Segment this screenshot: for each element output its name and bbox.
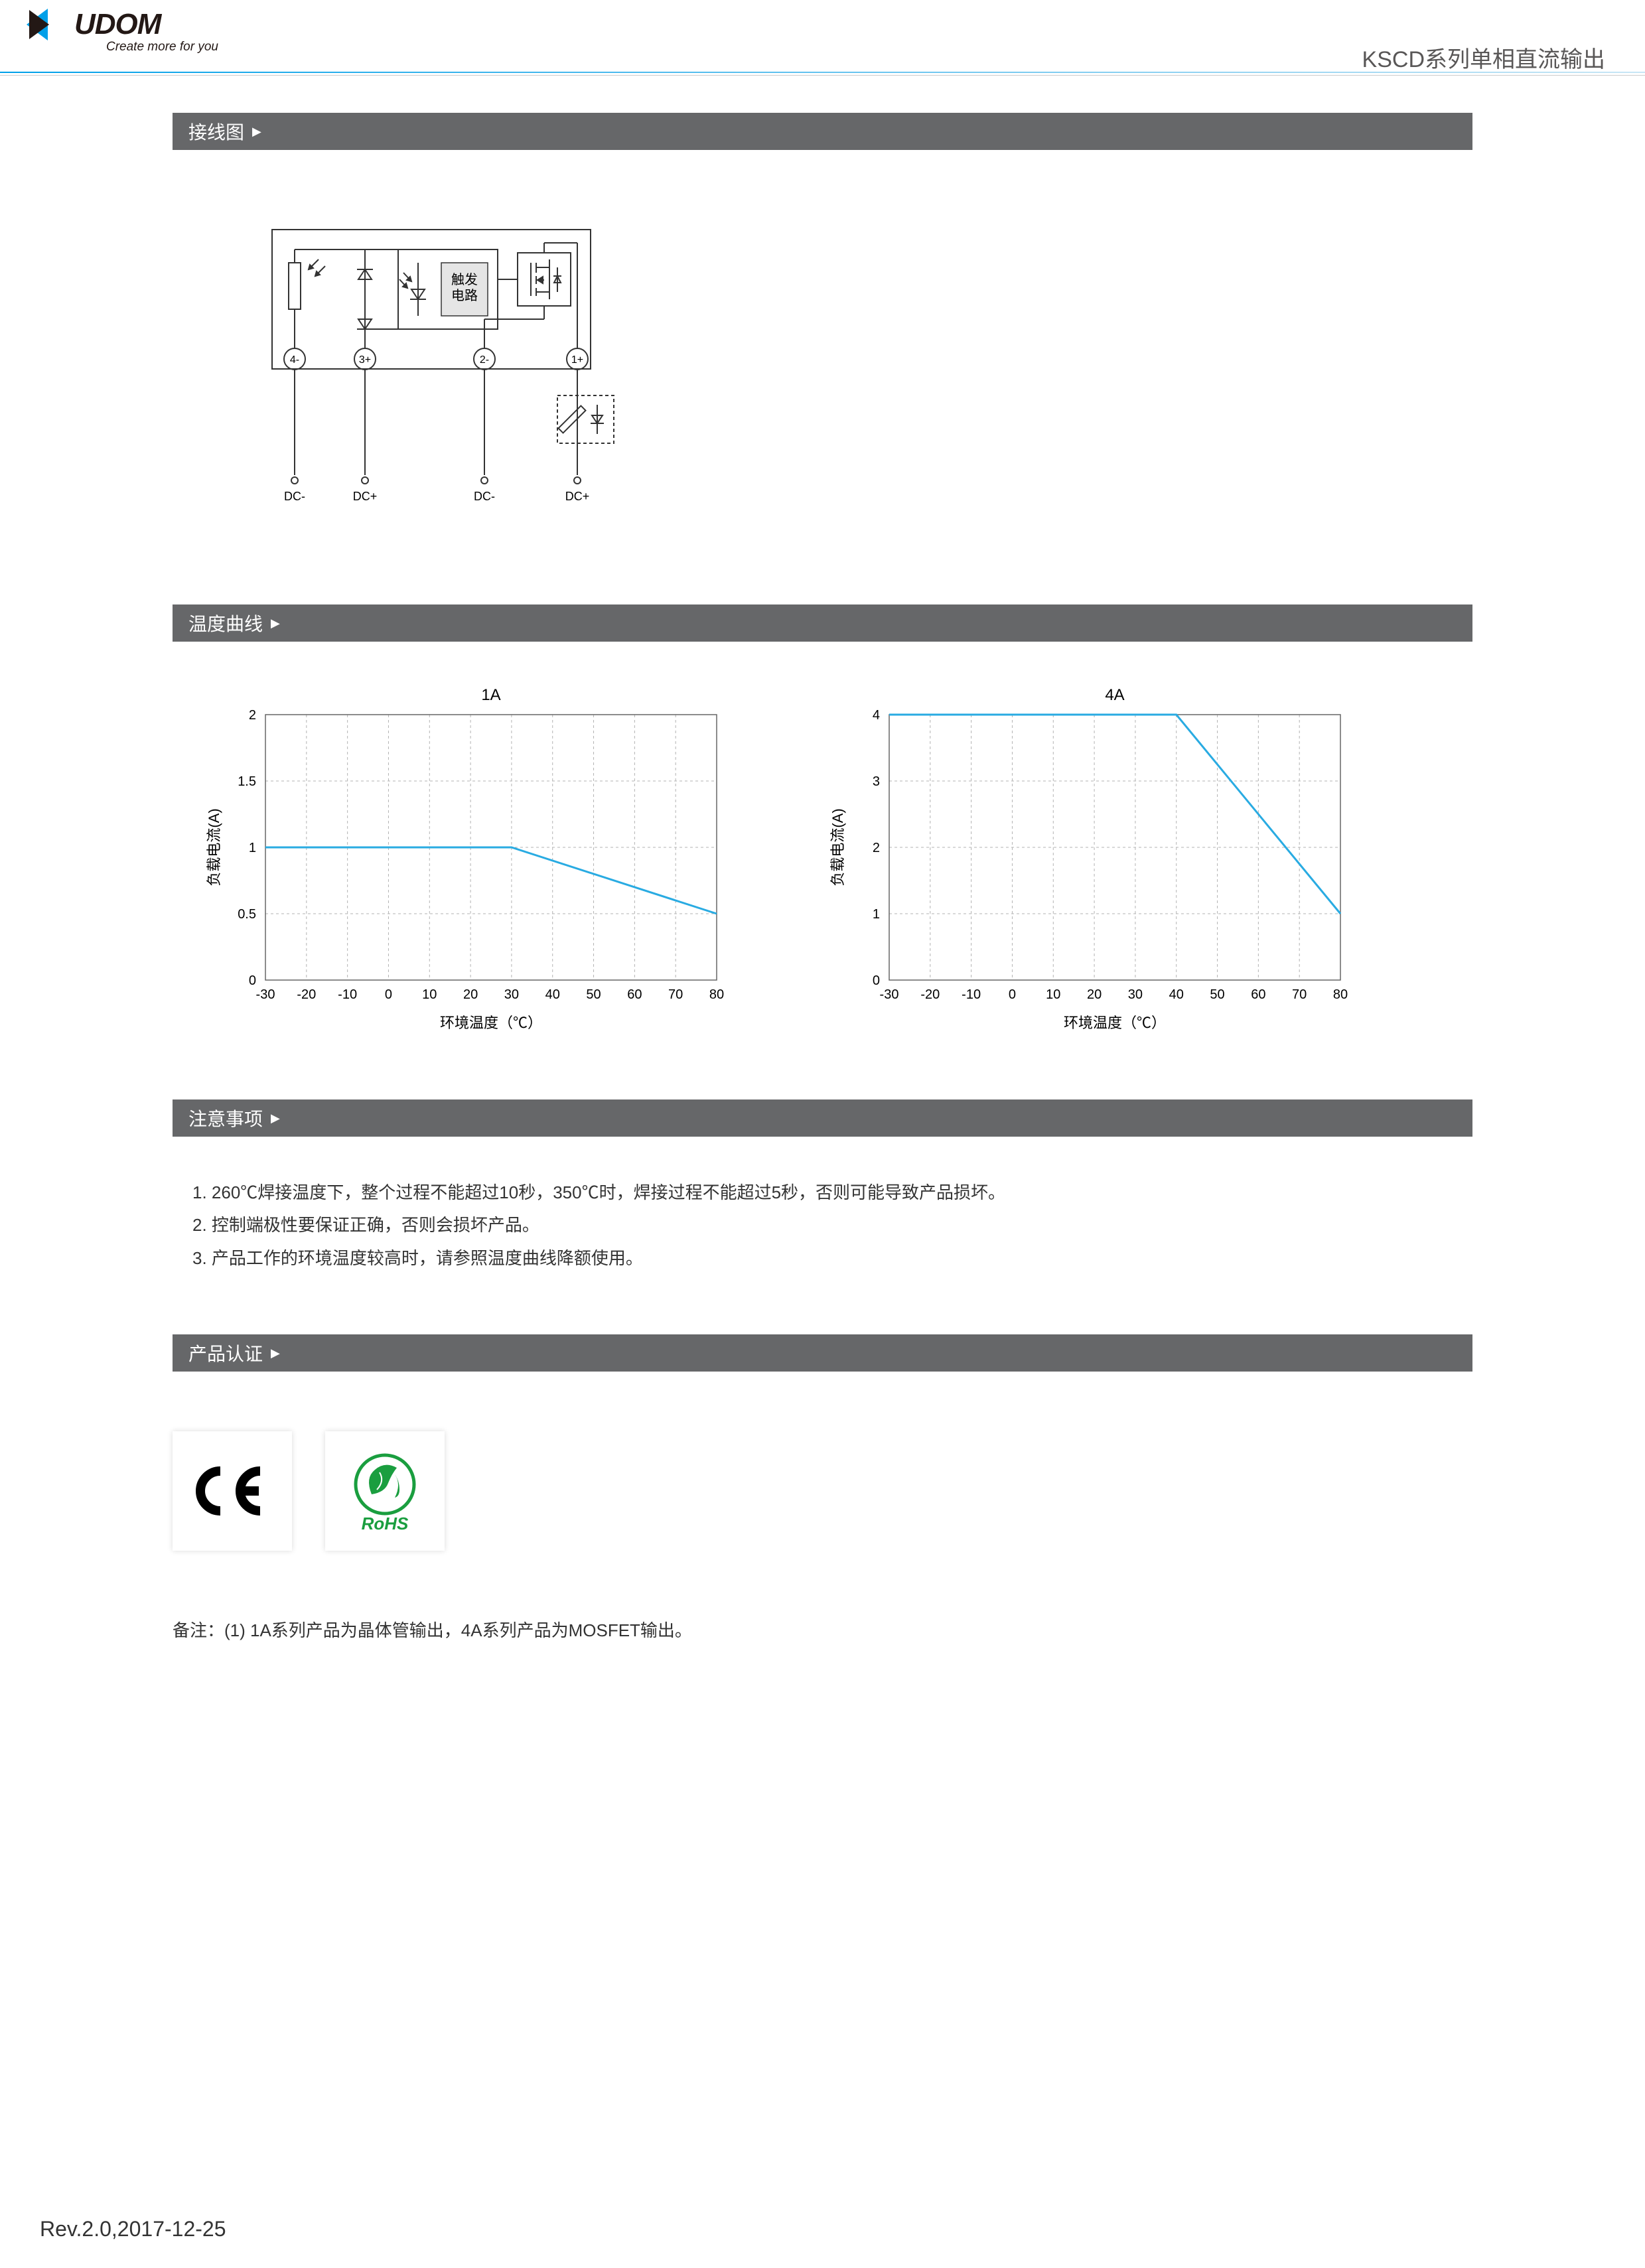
svg-text:-10: -10 xyxy=(962,987,981,1002)
svg-text:2: 2 xyxy=(249,708,256,723)
section-label: 温度曲线 xyxy=(188,610,263,636)
note-item: 3. 产品工作的环境温度较高时，请参照温度曲线降额使用。 xyxy=(192,1242,1453,1275)
svg-text:0: 0 xyxy=(873,973,880,988)
svg-text:30: 30 xyxy=(504,987,519,1002)
arrow-icon: ▶ xyxy=(271,616,280,630)
svg-text:环境温度（℃）: 环境温度（℃） xyxy=(1064,1015,1166,1031)
svg-text:1: 1 xyxy=(249,841,256,855)
svg-text:50: 50 xyxy=(586,987,601,1002)
svg-text:DC+: DC+ xyxy=(565,490,590,503)
ce-icon xyxy=(192,1464,272,1518)
svg-text:20: 20 xyxy=(463,987,478,1002)
charts: 1A-30-20-100102030405060708000.511.52负载电… xyxy=(173,662,1472,1080)
svg-text:1: 1 xyxy=(873,907,880,922)
remark: 备注：(1) 1A系列产品为晶体管输出，4A系列产品为MOSFET输出。 xyxy=(173,1604,1472,1655)
arrow-icon: ▶ xyxy=(271,1111,280,1125)
svg-text:3+: 3+ xyxy=(359,354,371,366)
footer-rev: Rev.2.0,2017-12-25 xyxy=(40,2217,226,2241)
header: UDOM Create more for you KSCD系列单相直流输出 xyxy=(0,0,1645,80)
svg-text:DC+: DC+ xyxy=(353,490,378,503)
svg-text:-20: -20 xyxy=(297,987,316,1002)
svg-text:40: 40 xyxy=(1169,987,1184,1002)
svg-text:60: 60 xyxy=(627,987,642,1002)
trigger-label-1: 触发 xyxy=(451,272,478,287)
arrow-icon: ▶ xyxy=(271,1346,280,1360)
logo: UDOM Create more for you xyxy=(27,8,218,54)
header-line2 xyxy=(0,75,1645,76)
header-line xyxy=(0,72,1645,73)
svg-text:10: 10 xyxy=(422,987,437,1002)
svg-text:20: 20 xyxy=(1087,987,1102,1002)
note-item: 2. 控制端极性要保证正确，否则会损坏产品。 xyxy=(192,1209,1453,1241)
svg-text:4: 4 xyxy=(873,708,880,723)
svg-text:0: 0 xyxy=(385,987,392,1002)
svg-text:10: 10 xyxy=(1046,987,1060,1002)
rohs-icon: RoHS xyxy=(338,1445,431,1537)
svg-text:-30: -30 xyxy=(256,987,275,1002)
svg-text:40: 40 xyxy=(545,987,560,1002)
ce-badge xyxy=(173,1431,292,1551)
logo-text: UDOM xyxy=(74,8,161,41)
section-label: 注意事项 xyxy=(188,1105,263,1131)
svg-text:2: 2 xyxy=(873,841,880,855)
notes-list: 1. 260℃焊接温度下，整个过程不能超过10秒，350℃时，焊接过程不能超过5… xyxy=(173,1157,1472,1295)
svg-text:1.5: 1.5 xyxy=(238,774,256,789)
chart-4a: 4A -30 -20 -10 0 10 20 30 40 50 60 70 80 0 1 2 3 4 负载电流(A)… xyxy=(816,681,1360,1040)
logo-k-icon xyxy=(27,9,48,40)
svg-text:环境温度（℃）: 环境温度（℃） xyxy=(440,1015,542,1031)
svg-text:1A: 1A xyxy=(481,686,500,704)
svg-text:0.5: 0.5 xyxy=(238,907,256,922)
svg-text:0: 0 xyxy=(249,973,256,988)
section-wiring: 接线图 ▶ xyxy=(173,113,1472,150)
section-cert: 产品认证 ▶ xyxy=(173,1334,1472,1372)
svg-text:1+: 1+ xyxy=(571,354,583,366)
svg-text:80: 80 xyxy=(709,987,724,1002)
svg-text:30: 30 xyxy=(1128,987,1143,1002)
svg-text:负载电流(A): 负载电流(A) xyxy=(206,808,222,886)
rohs-badge: RoHS xyxy=(325,1431,445,1551)
note-item: 1. 260℃焊接温度下，整个过程不能超过10秒，350℃时，焊接过程不能超过5… xyxy=(192,1176,1453,1209)
section-notes: 注意事项 ▶ xyxy=(173,1099,1472,1137)
svg-text:50: 50 xyxy=(1210,987,1224,1002)
chart1-svg: 1A -30 -20 -10 0 10 20 30 40 50 60 70 80 0 0.5 1 1.5 2 负载电… xyxy=(192,681,737,1040)
content: 接线图 ▶ xyxy=(0,113,1645,1655)
svg-text:0: 0 xyxy=(1009,987,1016,1002)
logo-main: UDOM xyxy=(27,8,161,41)
page: UDOM Create more for you KSCD系列单相直流输出 接线… xyxy=(0,0,1645,2268)
svg-text:2-: 2- xyxy=(480,354,489,366)
section-label: 产品认证 xyxy=(188,1340,263,1366)
chart2-svg: 4A -30 -20 -10 0 10 20 30 40 50 60 70 80 0 1 2 3 4 负载电流(A)… xyxy=(816,681,1360,1040)
svg-text:负载电流(A): 负载电流(A) xyxy=(829,808,846,886)
svg-text:DC-: DC- xyxy=(284,490,305,503)
svg-text:80: 80 xyxy=(1333,987,1348,1002)
wiring-svg: 触发 电路 xyxy=(252,210,624,528)
svg-text:60: 60 xyxy=(1251,987,1265,1002)
cert-badges: RoHS xyxy=(173,1391,1472,1604)
svg-text:4A: 4A xyxy=(1105,686,1124,704)
svg-text:3: 3 xyxy=(873,774,880,789)
header-title: KSCD系列单相直流输出 xyxy=(1362,41,1605,74)
rohs-text: RoHS xyxy=(362,1514,409,1533)
section-label: 接线图 xyxy=(188,118,244,145)
svg-text:-10: -10 xyxy=(338,987,357,1002)
svg-text:-30: -30 xyxy=(880,987,899,1002)
wiring-diagram: 触发 电路 xyxy=(173,170,1472,585)
arrow-icon: ▶ xyxy=(252,125,261,139)
svg-text:DC-: DC- xyxy=(474,490,495,503)
section-temperature: 温度曲线 ▶ xyxy=(173,604,1472,642)
svg-text:70: 70 xyxy=(1292,987,1307,1002)
svg-text:-20: -20 xyxy=(920,987,940,1002)
svg-text:4-: 4- xyxy=(290,354,299,366)
chart-1a: 1A -30 -20 -10 0 10 20 30 40 50 60 70 80 0 0.5 1 1.5 2 负载电… xyxy=(192,681,737,1040)
trigger-label-2: 电路 xyxy=(451,288,478,303)
svg-text:70: 70 xyxy=(668,987,683,1002)
logo-slogan: Create more for you xyxy=(106,40,218,54)
